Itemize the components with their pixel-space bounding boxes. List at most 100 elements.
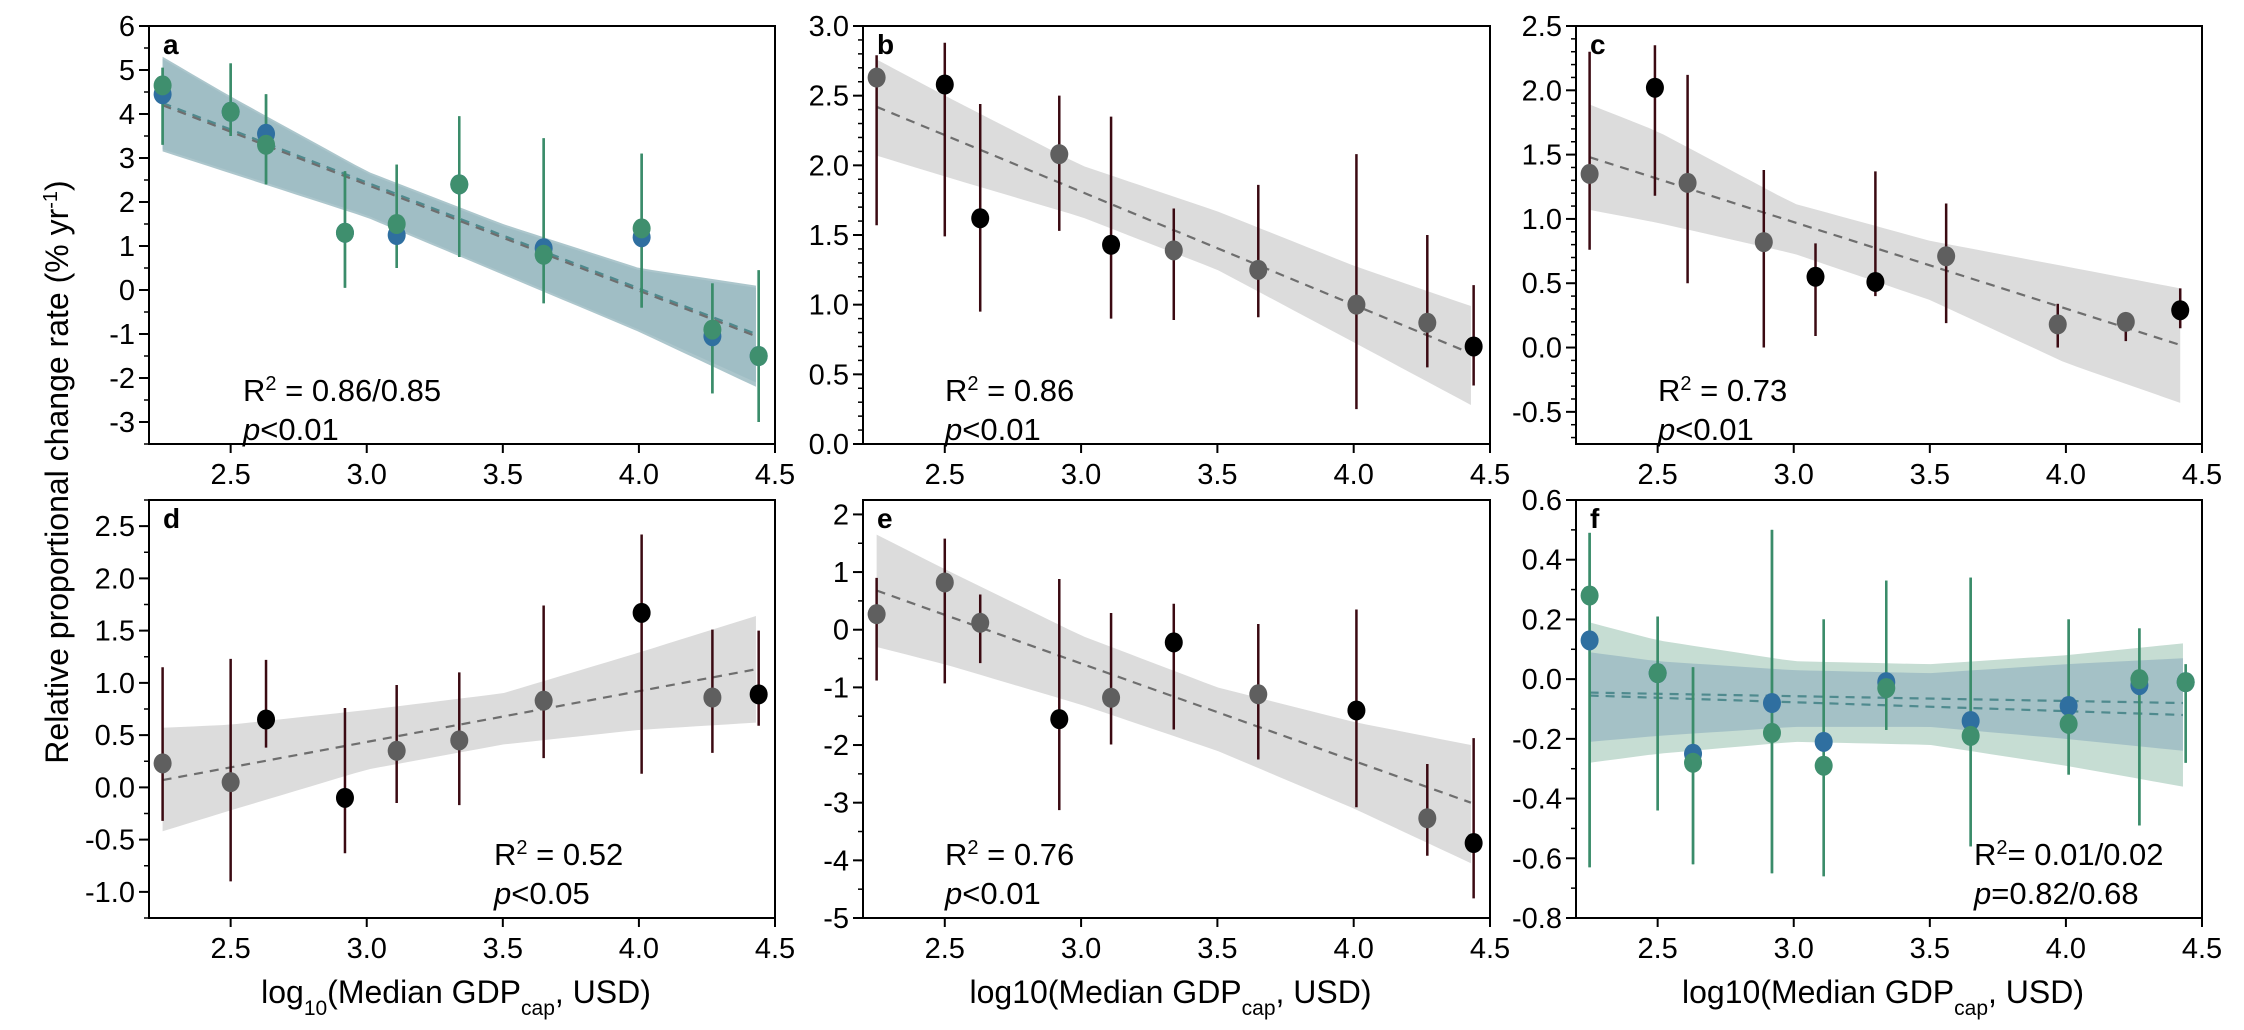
fit-line [162,104,757,338]
panel-letter: d [163,503,180,534]
data-point-blue [1961,710,1980,731]
r-squared-value: = 0.52 [528,837,624,872]
y-tick-label: 1.0 [809,290,849,322]
y-tick-label: -0.5 [1512,397,1562,429]
data-point-dark [1102,687,1121,708]
data-point-green [1648,663,1667,684]
x-axis-title-part: log10(Median GDP [970,974,1242,1010]
x-axis-title-part: , USD) [1988,974,2084,1010]
y-tick-label: 0.2 [1522,604,1562,636]
data-point-dark [632,602,651,623]
x-tick-label: 4.5 [755,459,795,491]
p-value: <0.05 [511,876,589,911]
x-tick-label: 2.5 [1637,459,1677,491]
x-tick-label: 3.5 [483,459,523,491]
y-tick-label: -0.2 [1512,724,1562,756]
data-point-dark [153,753,172,774]
y-tick-label: -3 [823,788,849,820]
axes-frame [1575,25,2203,445]
x-axis-title: log10(Median GDPcap, USD) [1682,974,2084,1020]
y-tick-label: 0.5 [1522,268,1562,300]
data-point-green [749,346,768,366]
x-axis-title-part: (Median GDP [327,974,521,1010]
data-point-dark [1464,833,1483,854]
x-tick-label: 3.5 [1910,933,1950,965]
data-point-dark [1347,700,1366,721]
x-axis-title-part: log10(Median GDP [1682,974,1954,1010]
r-squared-value: = 0.86 [979,373,1075,408]
axes-frame [148,25,776,445]
plot-area [867,534,1483,899]
data-point-dark [867,67,886,88]
x-tick-label: 2.5 [1637,933,1677,965]
x-tick-label: 4.0 [1334,933,1374,965]
y-tick-label: 2 [833,499,849,531]
p-symbol: p [944,412,962,447]
data-point-dark [1164,632,1183,653]
x-tick-label: 3.0 [1061,933,1101,965]
x-tick-label: 3.0 [1774,459,1814,491]
x-tick-label: 2.5 [925,459,965,491]
data-point-green [221,101,240,122]
plot-area [153,56,768,422]
x-tick-label: 4.5 [2182,933,2222,965]
p-value: =0.82/0.68 [1991,876,2138,911]
r-squared-superscript: 2 [1996,837,2007,859]
y-tick-label: -0.5 [85,825,135,857]
data-point-dark [2171,300,2190,321]
data-point-green [2059,713,2078,734]
data-point-dark [2116,311,2135,332]
data-point-green [257,134,276,155]
plot-area [1580,529,2195,877]
p-value: <0.01 [962,876,1040,911]
y-tick-label: 2.0 [1522,75,1562,107]
y-tick-label: 1.5 [95,616,135,648]
y-tick-label: 2 [119,187,135,219]
y-tick-label: 1.5 [809,220,849,252]
y-tick-label: 5 [119,55,135,87]
data-point-green [1580,585,1599,606]
x-tick-label: 4.5 [1470,459,1510,491]
p-value-annotation: p<0.05 [493,876,590,911]
r-squared-superscript: 2 [967,373,978,395]
x-axis-title: log10(Median GDPcap, USD) [970,974,1372,1020]
data-point-dark [1418,808,1437,829]
x-tick-label: 4.0 [2046,933,2086,965]
r-squared-annotation: R2 = 0.86 [945,373,1074,408]
data-point-dark [1937,246,1956,267]
y-axis-title: Relative proportional change rate (% yr-… [39,180,75,763]
data-point-dark [935,572,954,593]
data-point-dark [1249,259,1268,280]
r-squared-symbol: R [494,837,516,872]
x-tick-label: 4.0 [2046,459,2086,491]
data-point-green [1961,725,1980,746]
r-squared-superscript: 2 [516,837,527,859]
p-value-annotation: p<0.01 [944,412,1041,447]
x-axis-title-part: , USD) [555,974,651,1010]
p-symbol: p [1973,876,1991,911]
y-tick-label: -3 [109,407,135,439]
p-value-annotation: p=0.82/0.68 [1973,876,2139,911]
p-value: <0.01 [962,412,1040,447]
y-tick-label: 3 [119,143,135,175]
data-point-green [703,319,722,340]
y-tick-label: -2 [823,730,849,762]
r-squared-annotation: R2 = 0.52 [494,837,623,872]
x-tick-label: 3.5 [483,933,523,965]
data-point-blue [2059,696,2078,717]
y-tick-label: -2 [109,363,135,395]
x-tick-label: 3.0 [347,459,387,491]
data-point-dark [971,208,990,229]
data-point-dark [1418,312,1437,333]
x-axis-title: log10(Median GDPcap, USD) [261,974,651,1020]
data-point-dark [1866,271,1885,292]
x-axis-title-subscript: cap [521,997,555,1020]
data-point-green [1762,722,1781,743]
y-tick-label: 0.6 [1522,485,1562,517]
data-point-dark [1164,240,1183,261]
x-tick-label: 3.0 [1061,459,1101,491]
y-tick-label: -0.4 [1512,784,1562,816]
y-tick-label: 0.5 [809,359,849,391]
